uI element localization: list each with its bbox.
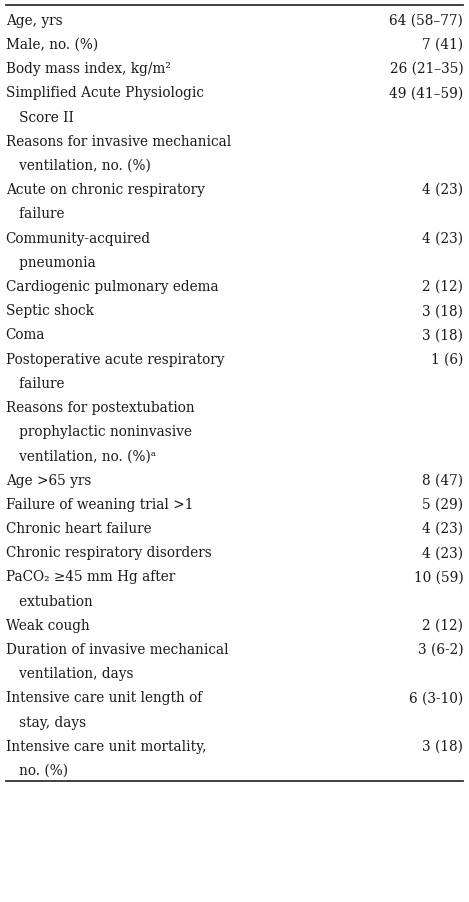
Text: Failure of weaning trial >1: Failure of weaning trial >1: [6, 497, 193, 511]
Text: 3 (18): 3 (18): [423, 304, 463, 318]
Text: PaCO₂ ≥45 mm Hg after: PaCO₂ ≥45 mm Hg after: [6, 570, 175, 584]
Text: failure: failure: [6, 207, 64, 221]
Text: Score II: Score II: [6, 110, 74, 124]
Text: Reasons for invasive mechanical: Reasons for invasive mechanical: [6, 134, 231, 149]
Text: Simplified Acute Physiologic: Simplified Acute Physiologic: [6, 87, 204, 100]
Text: 49 (41–59): 49 (41–59): [389, 87, 463, 100]
Text: Body mass index, kg/m²: Body mass index, kg/m²: [6, 62, 170, 76]
Text: prophylactic noninvasive: prophylactic noninvasive: [6, 425, 192, 438]
Text: ventilation, days: ventilation, days: [6, 667, 133, 680]
Text: ventilation, no. (%): ventilation, no. (%): [6, 159, 151, 173]
Text: Age, yrs: Age, yrs: [6, 14, 62, 28]
Text: Coma: Coma: [6, 328, 45, 342]
Text: 3 (18): 3 (18): [423, 328, 463, 342]
Text: 26 (21–35): 26 (21–35): [390, 62, 463, 76]
Text: extubation: extubation: [6, 594, 92, 608]
Text: Intensive care unit mortality,: Intensive care unit mortality,: [6, 739, 206, 753]
Text: 4 (23): 4 (23): [422, 521, 463, 536]
Text: 10 (59): 10 (59): [414, 570, 463, 584]
Text: Postoperative acute respiratory: Postoperative acute respiratory: [6, 352, 224, 366]
Text: 2 (12): 2 (12): [423, 280, 463, 294]
Text: 1 (6): 1 (6): [431, 352, 463, 366]
Text: failure: failure: [6, 376, 64, 391]
Text: Acute on chronic respiratory: Acute on chronic respiratory: [6, 183, 204, 197]
Text: no. (%): no. (%): [6, 763, 68, 778]
Text: 7 (41): 7 (41): [422, 38, 463, 52]
Text: Community-acquired: Community-acquired: [6, 231, 151, 245]
Text: pneumonia: pneumonia: [6, 255, 95, 270]
Text: Cardiogenic pulmonary edema: Cardiogenic pulmonary edema: [6, 280, 218, 294]
Text: 8 (47): 8 (47): [422, 473, 463, 487]
Text: 2 (12): 2 (12): [423, 618, 463, 632]
Text: 64 (58–77): 64 (58–77): [389, 14, 463, 28]
Text: 3 (6-2): 3 (6-2): [418, 642, 463, 657]
Text: Chronic respiratory disorders: Chronic respiratory disorders: [6, 546, 212, 559]
Text: 4 (23): 4 (23): [422, 183, 463, 197]
Text: Male, no. (%): Male, no. (%): [6, 38, 98, 52]
Text: stay, days: stay, days: [6, 714, 86, 729]
Text: ventilation, no. (%)ᵃ: ventilation, no. (%)ᵃ: [6, 449, 156, 463]
Text: 3 (18): 3 (18): [423, 739, 463, 753]
Text: Intensive care unit length of: Intensive care unit length of: [6, 691, 202, 704]
Text: 5 (29): 5 (29): [422, 497, 463, 511]
Text: Septic shock: Septic shock: [6, 304, 94, 318]
Text: Age >65 yrs: Age >65 yrs: [6, 473, 91, 487]
Text: Chronic heart failure: Chronic heart failure: [6, 521, 151, 536]
Text: Duration of invasive mechanical: Duration of invasive mechanical: [6, 642, 228, 657]
Text: 4 (23): 4 (23): [422, 231, 463, 245]
Text: 4 (23): 4 (23): [422, 546, 463, 559]
Text: 6 (3-10): 6 (3-10): [409, 691, 463, 704]
Text: Reasons for postextubation: Reasons for postextubation: [6, 400, 194, 415]
Text: Weak cough: Weak cough: [6, 618, 90, 632]
